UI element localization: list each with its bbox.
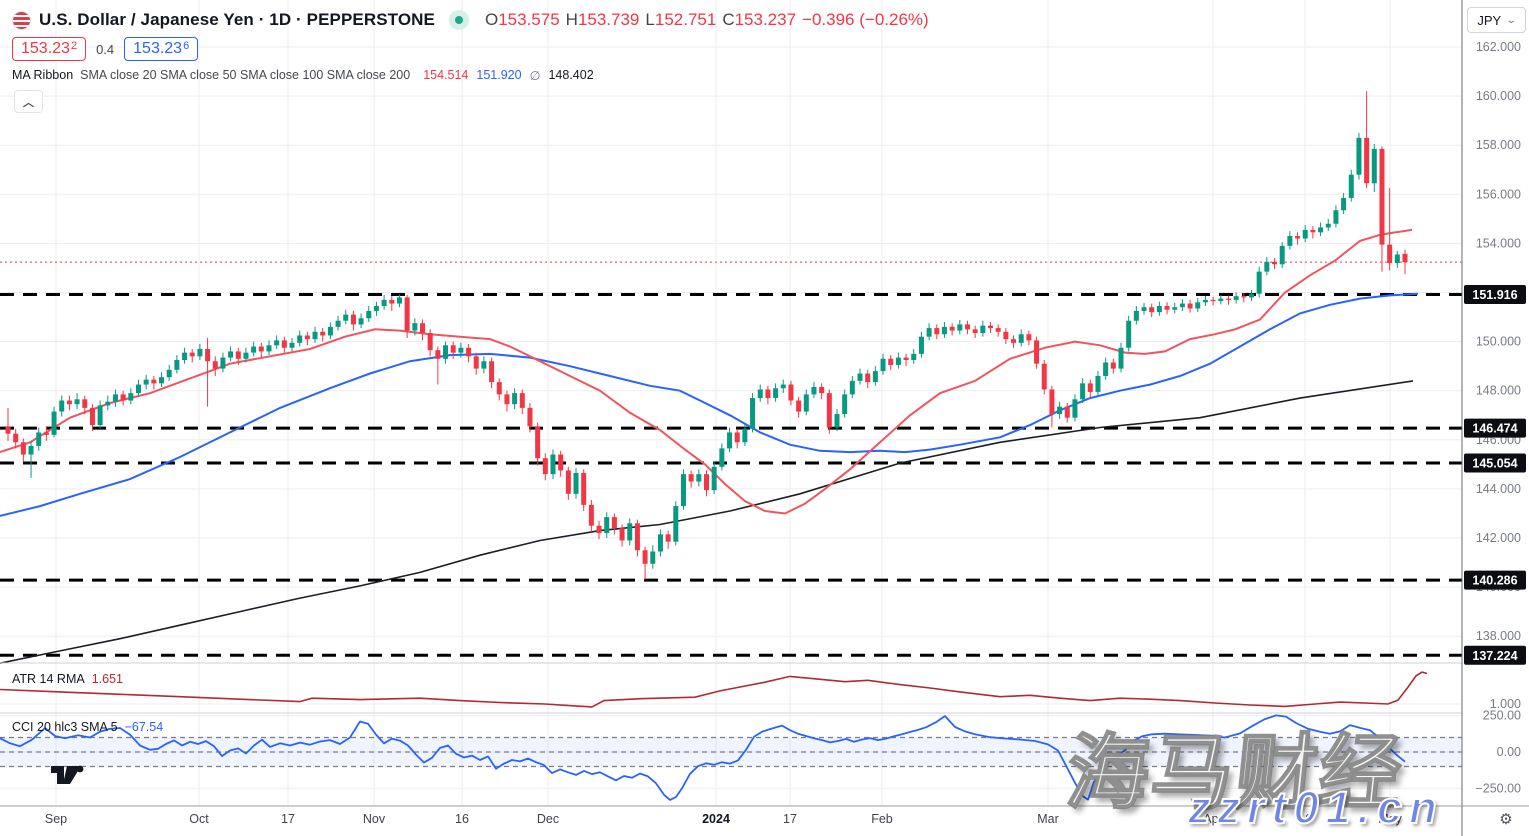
svg-text:140.286: 140.286 — [1472, 574, 1517, 588]
tradingview-logo-icon — [51, 765, 84, 784]
svg-text:160.000: 160.000 — [1476, 89, 1521, 103]
cci-value: −67.54 — [124, 720, 164, 734]
svg-text:137.224: 137.224 — [1472, 649, 1517, 663]
sell-price-sup: 2 — [70, 40, 78, 52]
sell-price-main: 153.23 — [21, 40, 70, 57]
sell-price-button[interactable]: 153.23 2 — [12, 37, 87, 61]
svg-text:17: 17 — [281, 812, 295, 826]
svg-text:2024: 2024 — [702, 812, 730, 826]
buy-price-main: 153.23 — [133, 40, 183, 57]
buy-price-button[interactable]: 153.23 6 — [124, 37, 199, 61]
low-value: 152.751 — [654, 10, 717, 29]
sma20-value: 154.514 — [423, 68, 469, 82]
svg-text:158.000: 158.000 — [1476, 138, 1521, 152]
scale-settings-button[interactable]: ⚙ — [1490, 808, 1522, 830]
tradingview-logo[interactable] — [50, 764, 90, 791]
grid-lines — [0, 0, 1462, 806]
svg-text:Mar: Mar — [1037, 812, 1059, 826]
chevron-down-icon: ⌄ — [1505, 14, 1518, 26]
ma-ribbon-legend[interactable]: MA Ribbon SMA close 20 SMA close 50 SMA … — [12, 68, 594, 83]
svg-text:16: 16 — [455, 812, 469, 826]
cci-line — [0, 714, 1406, 801]
currency-label: JPY — [1477, 12, 1502, 28]
sma200-value: 148.402 — [548, 68, 594, 82]
ohlc-readout: O153.575 H153.739 L152.751 C153.237 −0.3… — [485, 10, 929, 30]
svg-text:1.000: 1.000 — [1490, 697, 1521, 711]
svg-text:154.000: 154.000 — [1476, 236, 1521, 250]
chevron-up-icon: ︿ — [23, 96, 34, 109]
market-status-icon[interactable] — [448, 10, 469, 30]
close-value: 153.237 — [734, 10, 797, 29]
svg-text:250.00: 250.00 — [1483, 709, 1521, 723]
atr-line — [0, 671, 1428, 708]
svg-text:142.000: 142.000 — [1476, 531, 1521, 545]
svg-text:−250.00: −250.00 — [1475, 781, 1521, 795]
svg-text:146.474: 146.474 — [1472, 422, 1517, 436]
collapse-pane-button[interactable]: ︿ — [14, 90, 43, 113]
svg-text:148.000: 148.000 — [1476, 384, 1521, 398]
svg-text:Nov: Nov — [363, 812, 386, 826]
spread-label: 0.4 — [96, 41, 115, 57]
svg-text:May: May — [1378, 812, 1402, 826]
atr-name: ATR 14 RMA — [12, 672, 85, 686]
svg-text:Oct: Oct — [189, 812, 209, 826]
atr-legend[interactable]: ATR 14 RMA 1.651 — [12, 672, 123, 686]
svg-text:Dec: Dec — [537, 812, 559, 826]
svg-text:17: 17 — [783, 812, 797, 826]
svg-text:Apr: Apr — [1203, 812, 1222, 826]
high-label: H — [565, 10, 578, 29]
svg-text:0.00: 0.00 — [1497, 745, 1521, 759]
symbol-title[interactable]: U.S. Dollar / Japanese Yen · 1D · PEPPER… — [39, 10, 435, 29]
sma200-line — [0, 380, 1414, 664]
symbol-flag-icon — [12, 10, 31, 30]
sma20-line — [0, 228, 1413, 515]
change-value: −0.396 (−0.26%) — [802, 10, 929, 29]
svg-text:Feb: Feb — [871, 812, 893, 826]
pane-separators — [0, 662, 1529, 714]
candlestick-series — [5, 91, 1408, 580]
sma100-hidden-icon: ∅ — [529, 69, 541, 83]
atr-value: 1.651 — [91, 672, 123, 686]
price-axis[interactable]: 162.000160.000158.000156.000154.000152.0… — [1461, 0, 1529, 836]
trade-price-row: 153.23 2 0.4 153.23 6 — [12, 37, 199, 61]
close-label: C — [722, 10, 735, 29]
sma50-line — [0, 292, 1419, 517]
svg-text:162.000: 162.000 — [1476, 40, 1521, 54]
sma50-value: 151.920 — [476, 68, 522, 82]
svg-text:150.000: 150.000 — [1476, 335, 1521, 349]
time-axis[interactable]: Sep Oct 17 Nov 16 Dec 2024 17 Feb Mar Apr 16 May — [0, 805, 1529, 836]
svg-text:138.000: 138.000 — [1476, 629, 1521, 643]
open-value: 153.575 — [498, 10, 560, 29]
svg-text:144.000: 144.000 — [1476, 482, 1521, 496]
svg-text:16: 16 — [1298, 812, 1312, 826]
svg-text:145.054: 145.054 — [1472, 457, 1517, 471]
currency-unit-button[interactable]: JPY ⌄ — [1467, 7, 1526, 33]
svg-text:151.916: 151.916 — [1472, 288, 1517, 302]
svg-text:Sep: Sep — [45, 812, 67, 826]
symbol-legend: U.S. Dollar / Japanese Yen · 1D · PEPPER… — [12, 10, 929, 30]
indicator-name: MA Ribbon — [12, 68, 74, 82]
gear-icon: ⚙ — [1499, 811, 1513, 828]
svg-text:156.000: 156.000 — [1476, 187, 1521, 201]
support-resistance-levels — [0, 293, 1462, 657]
cci-legend[interactable]: CCI 20 hlc3 SMA 5 −67.54 — [12, 720, 163, 734]
high-value: 153.739 — [577, 10, 640, 29]
cci-name: CCI 20 hlc3 SMA 5 — [12, 720, 118, 734]
buy-price-sup: 6 — [183, 40, 190, 52]
indicator-params: SMA close 20 SMA close 50 SMA close 100 … — [80, 68, 411, 82]
low-label: L — [645, 10, 655, 29]
open-label: O — [484, 10, 499, 29]
